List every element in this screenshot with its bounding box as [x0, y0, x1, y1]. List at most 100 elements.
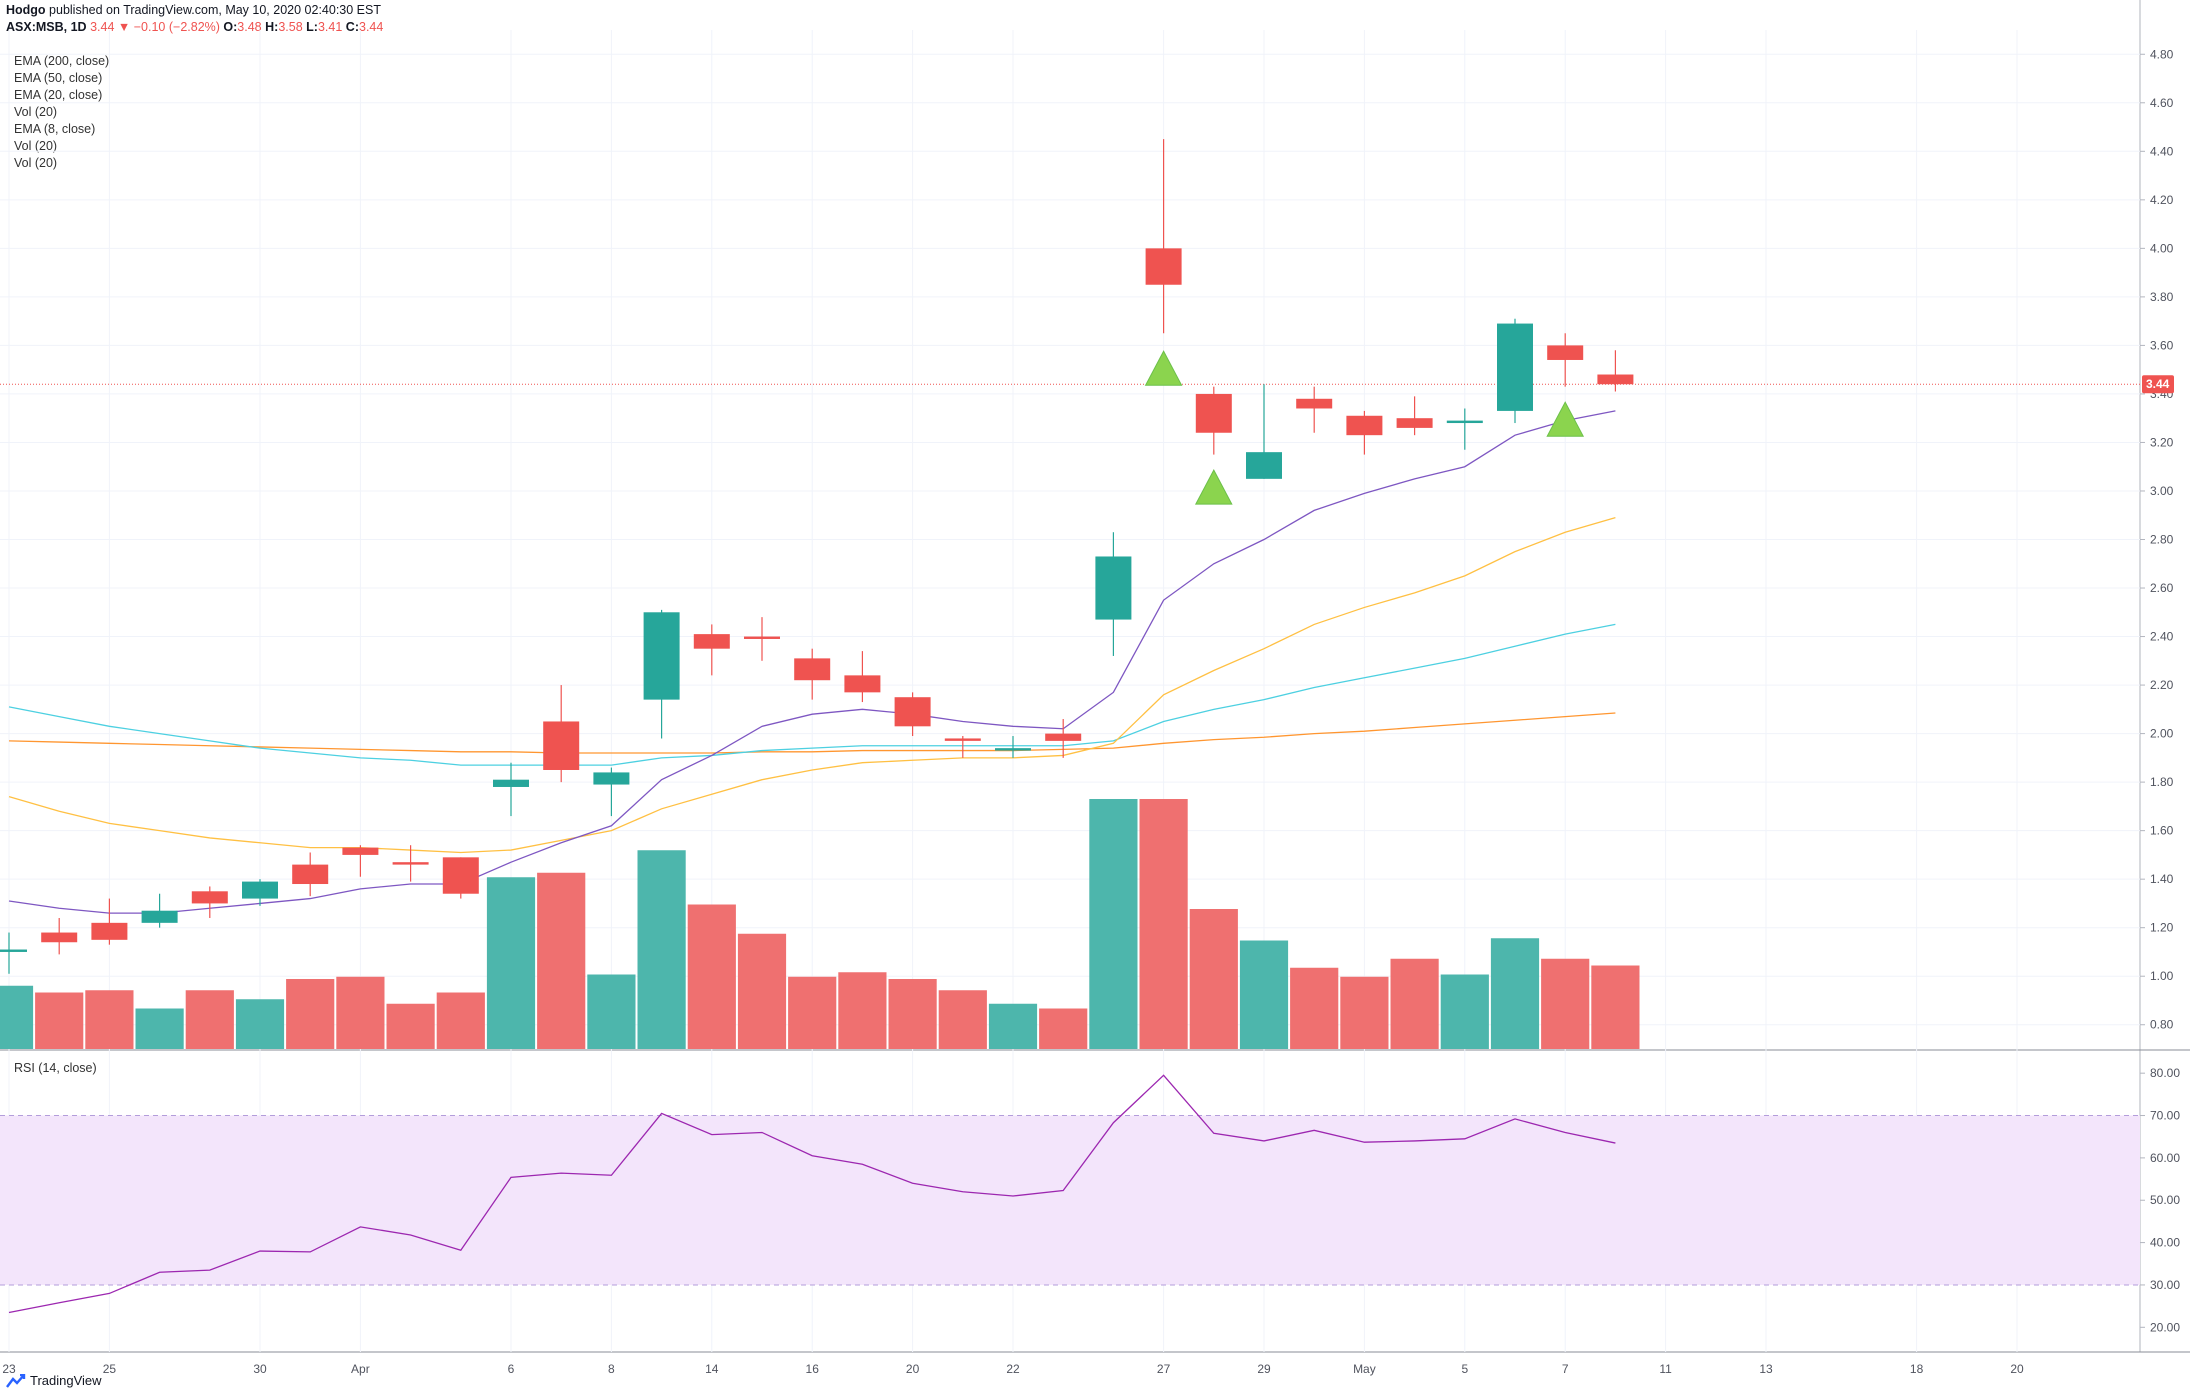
rsi-band: [0, 1115, 2140, 1285]
price-axis-label: 2.00: [2150, 727, 2174, 741]
volume-bar: [235, 999, 285, 1049]
volume-bar: [1239, 940, 1289, 1049]
price-axis-label: 3.60: [2150, 338, 2174, 352]
open-label: O:: [223, 20, 238, 34]
time-axis-label: 25: [103, 1362, 117, 1376]
buy-signal-triangle: [1144, 350, 1183, 386]
price-axis-label: 4.00: [2150, 241, 2174, 255]
indicator-ema8[interactable]: EMA (8, close): [14, 122, 96, 136]
indicator-vol-1[interactable]: Vol (20): [14, 105, 58, 119]
price-axis-label: 3.20: [2150, 435, 2174, 449]
candle-body: [0, 949, 27, 952]
chart-header: Hodgo published on TradingView.com, May …: [6, 2, 383, 36]
candle-body: [1396, 418, 1433, 428]
volume-bar: [85, 990, 134, 1049]
indicator-ema20[interactable]: EMA (20, close): [14, 88, 103, 102]
price-axis-label: 2.20: [2150, 678, 2174, 692]
time-axis-label: 23: [2, 1362, 16, 1376]
time-axis-label: 20: [906, 1362, 920, 1376]
volume-bar: [1340, 976, 1389, 1049]
candle-body: [1045, 733, 1082, 741]
high-value: 3.58: [278, 20, 303, 34]
volume-bar: [486, 877, 536, 1049]
indicator-ema50[interactable]: EMA (50, close): [14, 71, 103, 85]
price-axis-label: 2.80: [2150, 533, 2174, 547]
volume-bar: [185, 990, 234, 1049]
candle-body: [1346, 415, 1383, 436]
candle-body: [392, 862, 429, 865]
volume-bar: [1390, 958, 1439, 1049]
price-axis-label: 1.00: [2150, 969, 2174, 983]
price-axis-label: 4.40: [2150, 144, 2174, 158]
tradingview-brand: TradingView: [30, 1373, 102, 1388]
volume-bar: [938, 990, 987, 1049]
candle-body: [1497, 323, 1533, 411]
candle-body: [1446, 420, 1483, 424]
ema50-line: [8, 623, 1616, 766]
time-axis-label: 11: [1659, 1362, 1672, 1376]
candle-body: [292, 864, 329, 885]
high-label: H:: [265, 20, 279, 34]
candle-body: [1195, 393, 1232, 433]
volume-bar: [1290, 967, 1339, 1049]
volume-bar: [838, 972, 887, 1049]
time-axis-label: Apr: [351, 1362, 370, 1376]
volume-bar: [988, 1003, 1038, 1049]
indicator-ema200[interactable]: EMA (200, close): [14, 54, 110, 68]
time-axis-label: 14: [705, 1362, 719, 1376]
price-axis-label: 3.00: [2150, 484, 2174, 498]
price-axis-label: 4.60: [2150, 96, 2174, 110]
buy-signal-triangle: [1546, 401, 1585, 437]
time-axis-label: May: [1353, 1362, 1376, 1376]
time-axis-label: 8: [608, 1362, 615, 1376]
rsi-indicator-label[interactable]: RSI (14, close): [14, 1061, 97, 1075]
candle-body: [794, 658, 831, 681]
candle-body: [593, 772, 630, 785]
time-axis-label: 20: [2010, 1362, 2024, 1376]
time-axis-label: 5: [1461, 1362, 1468, 1376]
price-axis-label: 4.20: [2150, 193, 2174, 207]
price-change: −0.10 (−2.82%): [133, 20, 220, 34]
rsi-axis-label: 20.00: [2150, 1320, 2180, 1334]
candle-body: [944, 738, 981, 741]
author-name[interactable]: Hodgo: [6, 3, 46, 17]
rsi-axis-label: 70.00: [2150, 1109, 2180, 1123]
price-axis-label: 3.80: [2150, 290, 2174, 304]
volume-bar: [135, 1008, 184, 1049]
candle-body: [1597, 374, 1634, 385]
close-value: 3.44: [359, 20, 384, 34]
rsi-line: [8, 1074, 1616, 1314]
volume-bar: [888, 979, 937, 1049]
candle-body: [894, 697, 931, 727]
candle-body: [442, 857, 479, 894]
price-axis-label: 4.80: [2150, 47, 2174, 61]
rsi-axis-label: 40.00: [2150, 1236, 2180, 1250]
indicator-vol-3[interactable]: Vol (20): [14, 156, 58, 170]
ohlc-line: ASX:MSB, 1D 3.44 ▼ −0.10 (−2.82%) O:3.48…: [6, 19, 383, 36]
rsi-axis-label: 60.00: [2150, 1151, 2180, 1165]
time-axis-label: 29: [1257, 1362, 1271, 1376]
candle-body: [242, 881, 278, 899]
time-axis-label: 22: [1006, 1362, 1020, 1376]
price-axis-label: 1.80: [2150, 775, 2174, 789]
volume-bar: [537, 872, 586, 1049]
indicator-vol-2[interactable]: Vol (20): [14, 139, 58, 153]
candle-body: [1095, 556, 1132, 620]
time-axis-label: 7: [1562, 1362, 1569, 1376]
volume-bar: [1490, 938, 1540, 1049]
symbol-label[interactable]: ASX:MSB, 1D: [6, 20, 87, 34]
price-axis-label: 1.60: [2150, 824, 2174, 838]
candle-body: [995, 748, 1031, 751]
low-value: 3.41: [317, 20, 343, 34]
candle-body: [141, 910, 178, 923]
ema8-line: [8, 410, 1616, 914]
candle-body: [1246, 452, 1282, 479]
volume-bar: [1440, 974, 1489, 1049]
volume-bar: [286, 979, 335, 1049]
candle-body: [41, 932, 78, 943]
publish-line: Hodgo published on TradingView.com, May …: [6, 2, 383, 19]
ema20-line: [8, 517, 1616, 854]
volume-bar: [737, 933, 787, 1049]
tradingview-footer[interactable]: TradingView: [6, 1373, 102, 1388]
